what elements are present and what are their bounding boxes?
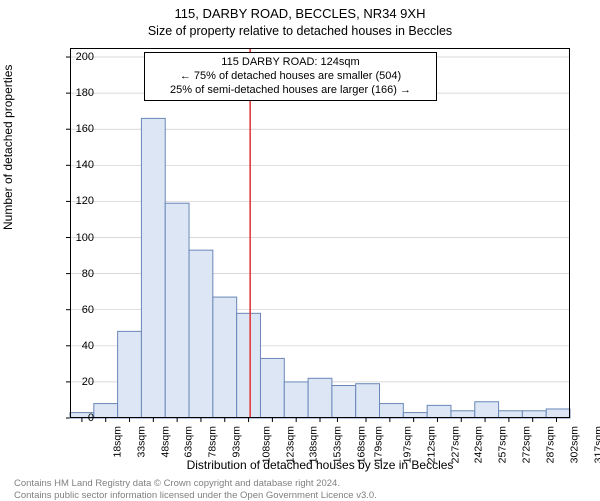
x-tick-label: 63sqm [183,426,195,458]
y-tick-label: 180 [76,87,94,99]
x-axis-label: Distribution of detached houses by size … [70,458,570,472]
x-tick-label: 78sqm [207,426,219,458]
chart-area: 115 DARBY ROAD: 124sqm ← 75% of detached … [70,48,570,418]
y-axis-label: Number of detached properties [1,65,15,230]
annotation-line: ← 75% of detached houses are smaller (50… [180,70,401,82]
annotation-line: 115 DARBY ROAD: 124sqm [221,56,359,68]
y-tick-label: 20 [82,376,94,388]
histogram-svg [70,48,570,418]
y-tick-label: 120 [76,195,94,207]
chart-container: 115, DARBY ROAD, BECCLES, NR34 9XH Size … [0,0,600,500]
y-tick-label: 40 [82,340,94,352]
y-tick-label: 80 [82,268,94,280]
title-main: 115, DARBY ROAD, BECCLES, NR34 9XH [0,6,600,21]
x-tick-label: 317sqm [592,426,600,463]
title-sub: Size of property relative to detached ho… [0,24,600,38]
x-tick-label: 33sqm [135,426,147,458]
y-tick-label: 200 [76,51,94,63]
x-tick-label: 48sqm [159,426,171,458]
y-tick-label: 60 [82,304,94,316]
annotation-box: 115 DARBY ROAD: 124sqm ← 75% of detached … [144,52,437,101]
x-tick-label: 93sqm [230,426,242,458]
y-tick-label: 160 [76,123,94,135]
footer-line-1: Contains HM Land Registry data © Crown c… [14,478,340,489]
footer-line-2: Contains public sector information licen… [14,490,377,501]
y-tick-label: 100 [76,232,94,244]
y-tick-label: 140 [76,159,94,171]
x-tick-label: 18sqm [111,426,123,458]
annotation-line: 25% of semi-detached houses are larger (… [170,84,411,96]
y-tick-label: 0 [88,412,94,424]
